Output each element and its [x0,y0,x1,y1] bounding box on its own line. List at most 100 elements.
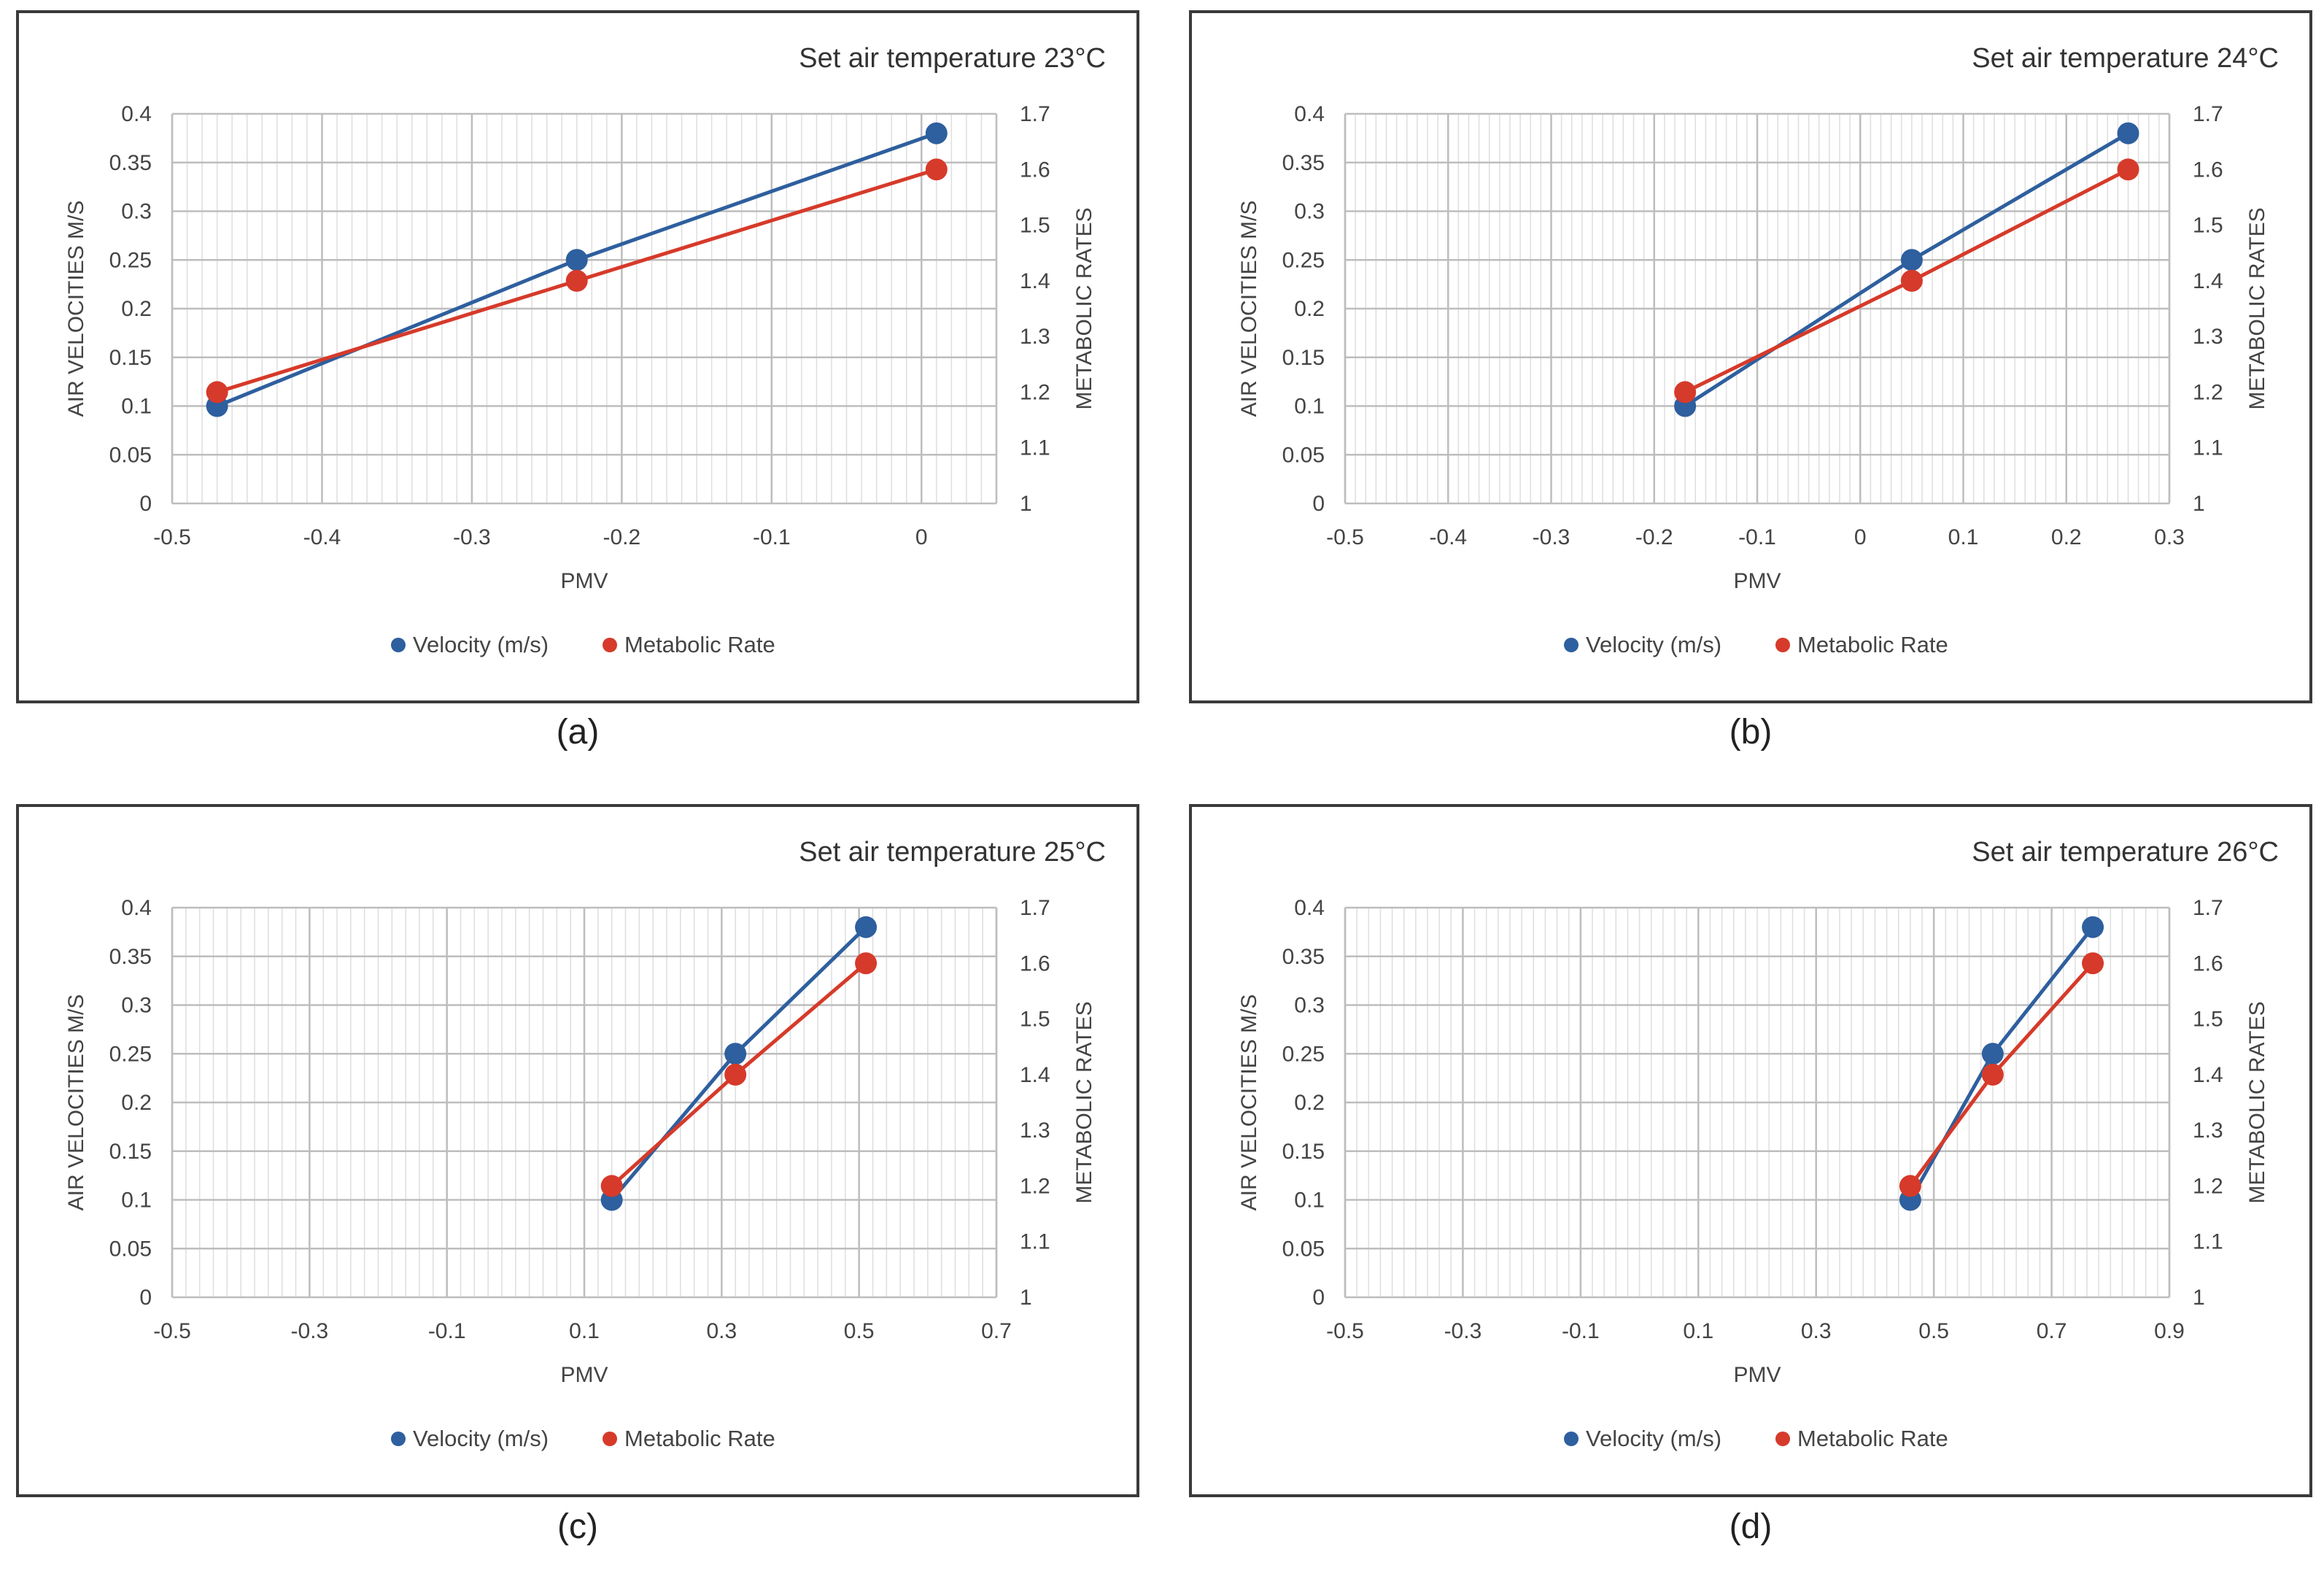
x-tick-label: 0.7 [2037,1319,2067,1343]
legend-marker-velocity [391,1432,406,1446]
y2-tick-label: 1.4 [1020,1063,1050,1087]
y-tick-label: 0.15 [1282,1140,1325,1164]
x-tick-label: -0.2 [1635,525,1673,549]
y2-tick-label: 1.5 [1020,1008,1050,1032]
x-tick-label: -0.3 [453,525,491,549]
y2-tick-label: 1.2 [1020,380,1050,404]
y-tick-label: 0 [1312,1286,1325,1310]
y-tick-label: 0.15 [109,1140,152,1164]
y-tick-label: 0.2 [121,1091,152,1115]
x-tick-label: -0.5 [153,525,191,549]
data-point-velocity [2082,916,2104,938]
data-point-metabolic [1981,1063,2004,1086]
chart-panel-a: 0 0.05 0.1 0.15 0.2 0.25 0.3 0.35 0.4 1 1.1 1.2 1.3 1… [16,10,1139,703]
data-point-velocity [1981,1043,2004,1065]
x-tick-label: -0.5 [153,1319,191,1343]
series-line-velocity [1684,131,2129,408]
x-tick-label: 0.1 [1683,1319,1713,1343]
y-tick-label: 0 [139,1286,152,1310]
y2-axis-label: METABOLIC RATES [2245,1001,2269,1203]
chart-panel-b: 0 0.05 0.1 0.15 0.2 0.25 0.3 0.35 0.4 1 1.1 1.2 1.3 1… [1189,10,2312,703]
y-tick-label: 0.1 [121,395,152,419]
y-tick-label: 0.4 [121,896,152,920]
legend-marker-metabolic [1775,1432,1790,1446]
caption-b: (b) [1729,713,1773,752]
data-point-velocity [855,916,878,938]
x-tick-label: -0.1 [1738,525,1776,549]
x-tick-label: 0.1 [1948,525,1979,549]
x-tick-label: 0.3 [706,1319,737,1343]
y2-axis-label: METABOLIC RATES [1072,207,1096,409]
x-axis-label: PMV [560,569,608,593]
y-tick-label: 0.4 [1294,102,1325,126]
y2-axis-label: METABOLIC RATES [1072,1001,1096,1203]
legend-label: Metabolic Rate [624,632,775,657]
y-axis-label: AIR VELOCITIES M/S [1237,994,1261,1211]
y2-tick-label: 1 [1020,492,1032,516]
y-axis-label: AIR VELOCITIES M/S [64,994,88,1211]
y-tick-label: 0 [139,492,152,516]
y-tick-label: 0.3 [121,994,152,1018]
chart-title: Set air temperature 26°C [1972,837,2279,868]
y-tick-label: 0.2 [1294,1091,1325,1115]
y2-tick-label: 1.2 [1020,1174,1050,1198]
y-tick-label: 0.35 [1282,945,1325,969]
legend-marker-metabolic [1775,638,1790,652]
y2-tick-label: 1 [2193,492,2205,516]
y-tick-label: 0.3 [1294,200,1325,224]
y-tick-label: 0.05 [1282,443,1325,467]
data-point-metabolic [600,1175,623,1197]
y-tick-label: 0.4 [1294,896,1325,920]
y-tick-label: 0.25 [109,1042,152,1066]
chart-title: Set air temperature 25°C [799,837,1106,868]
caption-d: (d) [1729,1507,1773,1546]
y-tick-label: 0.1 [1294,1189,1325,1213]
data-point-metabolic [2117,158,2139,181]
chart-svg-d: 0 0.05 0.1 0.15 0.2 0.25 0.3 0.35 0.4 1 1.1 1.2 1.3 1… [1237,837,2279,1451]
legend-label: Velocity (m/s) [413,1426,549,1451]
data-point-metabolic [855,952,878,975]
data-point-metabolic [1899,1175,1921,1197]
y2-tick-label: 1.5 [2193,1008,2223,1032]
y2-tick-label: 1.6 [1020,951,1050,976]
x-tick-label: 0.7 [981,1319,1012,1343]
y-tick-label: 0.35 [109,945,152,969]
x-tick-label: 0.9 [2154,1319,2185,1343]
data-point-velocity [2117,122,2139,144]
y-tick-label: 0.35 [109,151,152,175]
x-tick-label: -0.4 [1429,525,1467,549]
data-point-velocity [565,249,588,271]
y-tick-label: 0.15 [1282,346,1325,370]
y-tick-label: 0.25 [1282,248,1325,272]
legend-marker-metabolic [603,638,617,652]
y2-tick-label: 1.6 [1020,158,1050,182]
legend-label: Metabolic Rate [1797,632,1948,657]
chart-svg-a: 0 0.05 0.1 0.15 0.2 0.25 0.3 0.35 0.4 1 1.1 1.2 1.3 1… [64,43,1106,657]
chart-svg-c: 0 0.05 0.1 0.15 0.2 0.25 0.3 0.35 0.4 1 1.1 1.2 1.3 1… [64,837,1106,1451]
legend-label: Metabolic Rate [1797,1426,1948,1451]
y2-tick-label: 1.5 [2193,214,2223,238]
y2-tick-label: 1.7 [1020,896,1050,920]
y-tick-label: 0.15 [109,346,152,370]
chart-title: Set air temperature 24°C [1972,43,2279,74]
y2-tick-label: 1.3 [2193,1119,2223,1143]
x-tick-label: -0.1 [1562,1319,1600,1343]
y2-tick-label: 1 [2193,1286,2205,1310]
x-tick-label: -0.1 [428,1319,466,1343]
chart-panel-d: 0 0.05 0.1 0.15 0.2 0.25 0.3 0.35 0.4 1 1.1 1.2 1.3 1… [1189,804,2312,1497]
legend-marker-metabolic [603,1432,617,1446]
y2-tick-label: 1 [1020,1286,1032,1310]
x-tick-label: -0.3 [290,1319,328,1343]
y-tick-label: 0.25 [109,248,152,272]
y-tick-label: 0.05 [1282,1237,1325,1261]
y2-tick-label: 1.1 [2193,1230,2223,1254]
y-tick-label: 0.35 [1282,151,1325,175]
data-point-metabolic [206,381,228,403]
x-tick-label: 0.5 [1918,1319,1949,1343]
caption-a: (a) [556,713,600,752]
x-tick-label: -0.5 [1326,1319,1364,1343]
y-tick-label: 0.3 [1294,994,1325,1018]
data-point-velocity [925,122,948,144]
x-tick-label: -0.4 [303,525,341,549]
data-point-velocity [724,1043,747,1065]
